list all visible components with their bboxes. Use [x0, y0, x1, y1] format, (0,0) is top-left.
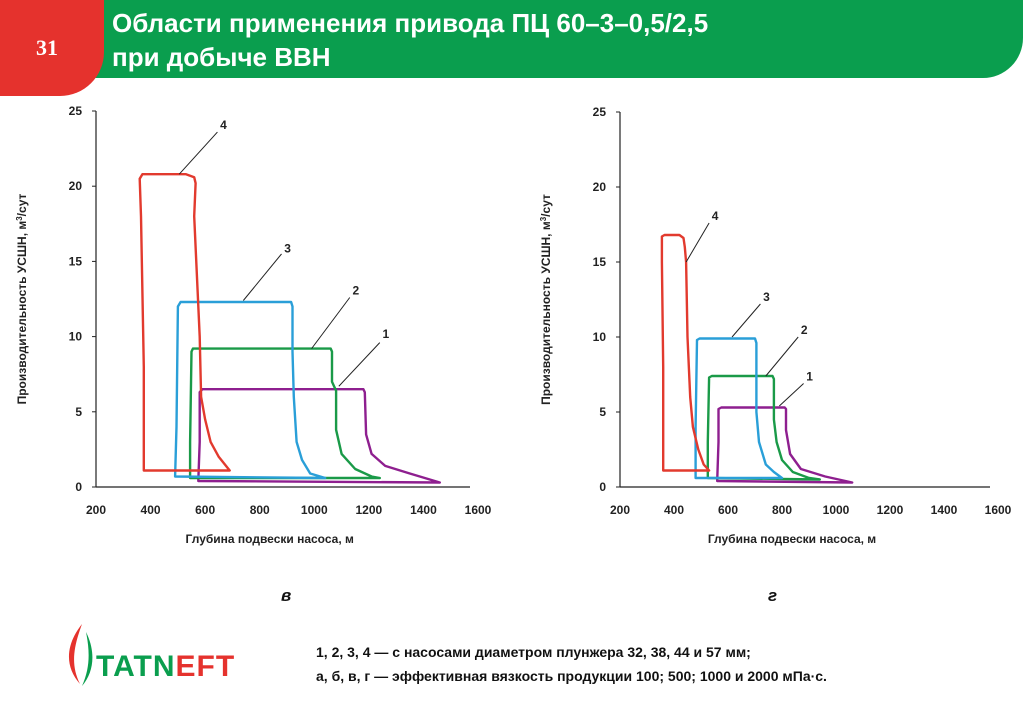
left-series-2-label: 2	[352, 283, 359, 297]
left-y-tick-label: 20	[69, 179, 83, 193]
title-line-2: при добыче ВВН	[112, 42, 331, 72]
right-y-tick-label: 0	[599, 480, 606, 494]
right-x-tick-label: 400	[664, 503, 684, 517]
right-series-4-outline	[660, 233, 711, 472]
left-series-3-outline	[173, 300, 327, 480]
header-bar	[0, 0, 1023, 78]
logo-text: TATNEFT	[96, 650, 235, 684]
left-series-1-leader	[338, 342, 381, 387]
oil-drop-flame-icon	[68, 624, 93, 686]
right-x-tick-label: 600	[718, 503, 738, 517]
left-x-tick-label: 200	[86, 503, 106, 517]
left-series-2-outline	[188, 347, 381, 480]
left-series-3-leader	[242, 253, 282, 301]
left-x-tick-label: 800	[250, 503, 270, 517]
right-x-tick-label: 200	[610, 503, 630, 517]
left-y-tick-label: 0	[75, 480, 82, 494]
right-x-tick-label: 1000	[823, 503, 850, 517]
left-y-tick-label: 5	[75, 405, 82, 419]
right-x-tick-label: 1200	[877, 503, 904, 517]
right-series-1-leader	[778, 383, 804, 407]
right-y-tick-label: 15	[593, 255, 607, 269]
left-series-4-leader	[178, 131, 218, 175]
right-x-tick-label: 1400	[931, 503, 958, 517]
right-x-tick-label: 1600	[985, 503, 1012, 517]
right-series-1-label: 1	[806, 370, 813, 384]
right-series-3-label: 3	[763, 290, 770, 304]
left-x-axis-label: Глубина подвески насоса, м	[186, 532, 354, 546]
right-series-3-outline	[694, 337, 784, 480]
left-x-tick-label: 600	[195, 503, 215, 517]
right-y-tick-label: 20	[593, 180, 607, 194]
right-y-axis-label: Производительность УСШН, м3/сут	[539, 194, 554, 405]
left-x-tick-label: 1600	[465, 503, 492, 517]
right-series-2-leader	[765, 336, 799, 377]
right-x-tick-label: 800	[772, 503, 792, 517]
left-series-3-label: 3	[284, 241, 291, 255]
tatneft-logo	[68, 624, 93, 686]
left-y-axis-label: Производительность УСШН, м3/сут	[15, 193, 30, 404]
left-y-tick-label: 10	[69, 330, 83, 344]
left-y-tick-label: 15	[69, 254, 83, 268]
caption-line-1: 1, 2, 3, 4 — с насосами диаметром плунже…	[316, 644, 751, 660]
panel-letter-left: в	[281, 586, 292, 605]
left-x-tick-label: 1200	[356, 503, 383, 517]
caption: 1, 2, 3, 4 — с насосами диаметром плунже…	[316, 640, 827, 688]
right-series-2-label: 2	[801, 323, 808, 337]
right-series-1-outline	[716, 406, 854, 484]
right-series-4-label: 4	[712, 209, 719, 223]
left-series-4-outline	[138, 173, 231, 472]
right-y-tick-label: 25	[593, 105, 607, 119]
slide-number-badge: 31	[0, 0, 104, 96]
right-series-2-outline	[706, 374, 821, 481]
right-series-3-leader	[731, 303, 761, 338]
page-title: Области применения привода ПЦ 60–3–0,5/2…	[112, 6, 708, 74]
right-y-tick-label: 5	[599, 405, 606, 419]
panel-letter-right: г	[768, 586, 778, 605]
slide-number: 31	[36, 35, 58, 60]
left-x-tick-label: 1000	[301, 503, 328, 517]
left-y-tick-label: 25	[69, 104, 83, 118]
right-series-4-leader	[685, 222, 710, 263]
right-y-tick-label: 10	[593, 330, 607, 344]
title-line-1: Области применения привода ПЦ 60–3–0,5/2…	[112, 8, 709, 38]
left-series-1-outline	[197, 388, 441, 484]
left-series-1-label: 1	[383, 327, 390, 341]
left-series-4-label: 4	[220, 118, 227, 132]
logo-text-part2: EFT	[175, 650, 236, 683]
left-x-tick-label: 1400	[410, 503, 437, 517]
left-x-tick-label: 400	[141, 503, 161, 517]
left-series-2-leader	[311, 297, 351, 349]
right-x-axis-label: Глубина подвески насоса, м	[708, 532, 876, 546]
logo-text-part1: TATN	[96, 650, 176, 683]
caption-line-2: а, б, в, г — эффективная вязкость продук…	[316, 668, 827, 684]
